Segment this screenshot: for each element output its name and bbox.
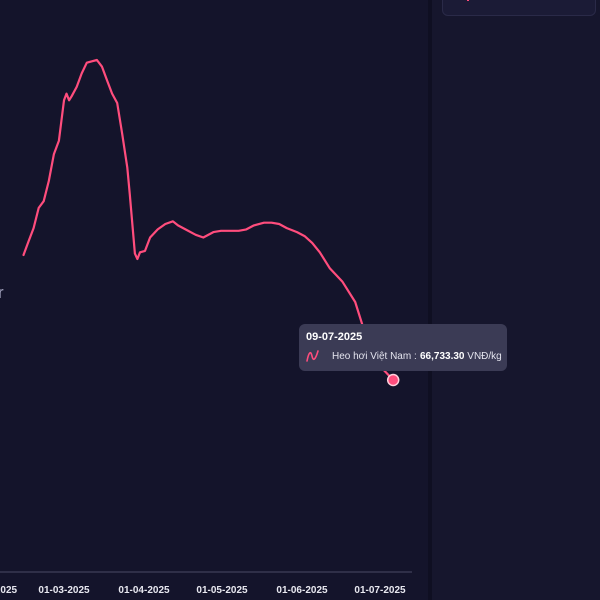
- tooltip-series-name: Heo hơi Việt Nam :: [332, 351, 417, 362]
- chart-panel: 2025 01-03-2025 01-04-2025 01-05-2025 01-06-…: [0, 0, 428, 600]
- tooltip-date: 09-07-2025: [306, 331, 363, 343]
- line-chart[interactable]: 2025 01-03-2025 01-04-2025 01-05-2025 01-06-…: [0, 0, 428, 600]
- x-tick-label: 01-03-2025: [38, 585, 90, 596]
- hover-point-marker[interactable]: [386, 373, 400, 387]
- x-tick-label: 2025: [0, 585, 18, 596]
- chart-tooltip: 09-07-2025 Heo hơi Việt Nam : 66,733.30 …: [299, 324, 507, 371]
- tooltip-value-number: 66,733.30: [420, 351, 465, 362]
- side-panel: [432, 0, 600, 600]
- line-series-icon: [306, 350, 319, 362]
- x-tick-label: 01-07-2025: [354, 585, 406, 596]
- tooltip-value: 66,733.30 VNĐ/kg: [420, 351, 502, 362]
- x-tick-label: 01-06-2025: [276, 585, 328, 596]
- clipped-label-fragment: r: [0, 283, 4, 302]
- panel-divider[interactable]: [428, 0, 432, 600]
- side-card[interactable]: [442, 0, 596, 16]
- x-tick-label: 01-05-2025: [196, 585, 248, 596]
- side-card-line-marker: [467, 0, 469, 1]
- tooltip-unit: VNĐ/kg: [467, 351, 502, 362]
- series-line-0[interactable]: [22, 58, 395, 382]
- x-tick-label: 01-04-2025: [118, 585, 170, 596]
